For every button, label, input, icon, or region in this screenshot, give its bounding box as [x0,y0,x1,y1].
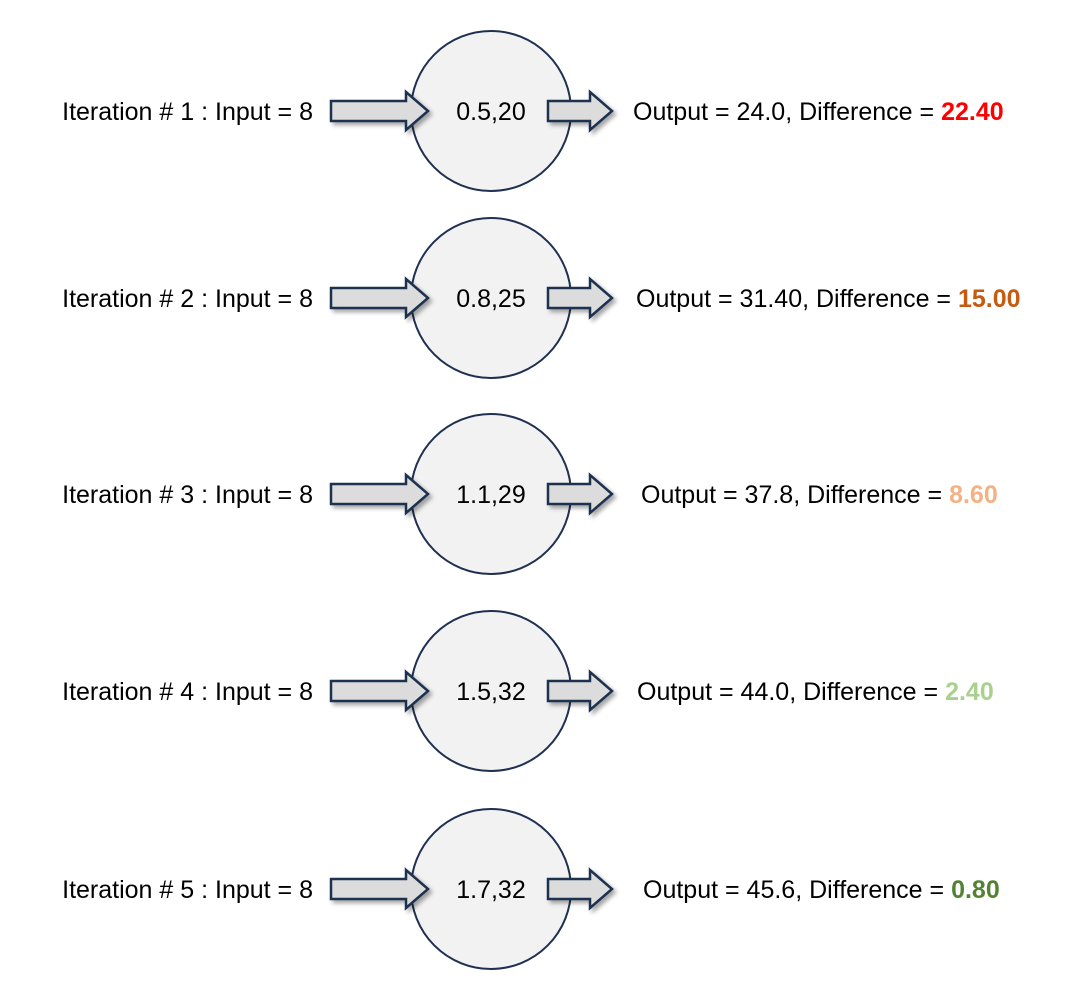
input-arrow-icon [329,669,430,713]
node-parameters: 1.1,29 [456,481,526,509]
difference-value: 15.00 [958,285,1021,313]
iteration-row: Iteration # 2 : Input = 8 0.8,25 Output = … [62,217,1021,379]
output-label: Output = 45.6, Difference = [643,876,951,904]
output-label: Output = 44.0, Difference = [637,678,945,706]
iteration-row: Iteration # 5 : Input = 8 1.7,32 Output = … [62,808,1000,970]
input-arrow-icon [329,276,430,320]
difference-value: 0.80 [951,876,1000,904]
iteration-input-label: Iteration # 5 : Input = 8 [62,876,313,904]
output-text: Output = 37.8, Difference = 8.60 [641,481,998,509]
output-text: Output = 45.6, Difference = 0.80 [643,876,1000,904]
difference-value: 2.40 [945,678,994,706]
output-arrow-icon [546,867,614,911]
difference-value: 22.40 [941,98,1004,126]
output-arrow-icon [546,472,614,516]
output-text: Output = 31.40, Difference = 15.00 [636,285,1021,313]
input-arrow-icon [329,89,430,133]
iteration-input-label: Iteration # 1 : Input = 8 [62,98,313,126]
input-arrow-icon [329,472,430,516]
node-parameters: 1.5,32 [456,678,526,706]
difference-value: 8.60 [949,481,998,509]
output-arrow-icon [546,89,614,133]
node-parameters: 0.8,25 [456,285,526,313]
iteration-row: Iteration # 1 : Input = 8 0.5,20 Output = … [62,30,1004,192]
output-arrow-icon [546,669,614,713]
node-parameters: 0.5,20 [456,98,526,126]
node-parameters: 1.7,32 [456,876,526,904]
input-arrow-icon [329,867,430,911]
iteration-input-label: Iteration # 2 : Input = 8 [62,285,313,313]
output-text: Output = 24.0, Difference = 22.40 [633,98,1004,126]
output-label: Output = 24.0, Difference = [633,98,941,126]
iteration-row: Iteration # 4 : Input = 8 1.5,32 Output = … [62,610,994,772]
output-label: Output = 31.40, Difference = [636,285,958,313]
output-label: Output = 37.8, Difference = [641,481,949,509]
iteration-row: Iteration # 3 : Input = 8 1.1,29 Output = … [62,413,998,575]
iteration-input-label: Iteration # 3 : Input = 8 [62,481,313,509]
output-text: Output = 44.0, Difference = 2.40 [637,678,994,706]
iteration-input-label: Iteration # 4 : Input = 8 [62,678,313,706]
output-arrow-icon [546,276,614,320]
